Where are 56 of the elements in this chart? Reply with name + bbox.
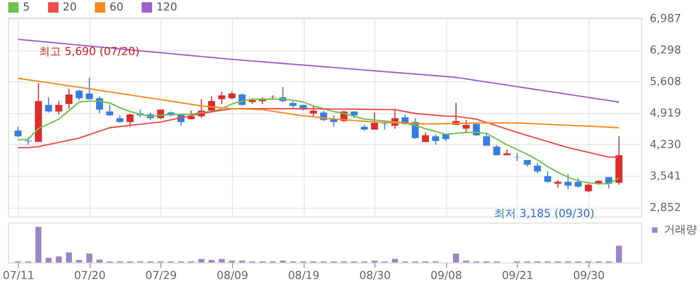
bar [66, 252, 72, 262]
candlestick [483, 132, 490, 146]
bar [76, 260, 82, 262]
bar [96, 260, 103, 262]
x-tick-label: 09/08 [430, 268, 462, 282]
y-tick-label: 6,298 [650, 43, 682, 56]
legend-label: 5 [22, 0, 30, 14]
candlestick [14, 126, 22, 138]
bar [198, 258, 204, 262]
candlestick [310, 105, 317, 117]
bar [392, 258, 398, 262]
candlestick [544, 170, 552, 184]
x-tick-label: 08/09 [216, 268, 248, 282]
x-tick-label: 07/29 [145, 268, 177, 282]
candlestick [564, 174, 572, 190]
x-tick-label: 08/30 [359, 268, 391, 282]
candlestick [76, 89, 83, 101]
candlestick [462, 120, 470, 134]
candlestick [126, 112, 134, 128]
annotation: 최저 3,185 (09/30) [494, 207, 594, 220]
candlestick [534, 162, 541, 174]
candlestick [432, 134, 440, 146]
x-tick-label: 07/20 [74, 268, 106, 282]
y-tick-label: 4,919 [650, 106, 682, 120]
candlestick [55, 100, 62, 115]
legend-label: 120 [156, 0, 178, 14]
y-tick-label: 3,541 [650, 169, 682, 182]
candlestick [472, 122, 480, 137]
x-tick-label: 07/11 [2, 268, 34, 282]
legend-label: 20 [62, 0, 77, 14]
bar [453, 254, 459, 262]
line-series [17, 38, 620, 103]
bar [86, 254, 92, 262]
legend-label: 거래량 [664, 223, 698, 236]
y-tick-label: 2,852 [650, 200, 682, 214]
annotation: 최고 5,690 (07/20) [39, 44, 140, 58]
bar [218, 258, 225, 262]
y-tick-label: 5,608 [650, 74, 682, 88]
candlestick [65, 88, 72, 110]
bar [56, 256, 62, 262]
candlestick [45, 96, 52, 113]
y-tick-label: 6,987 [650, 12, 682, 25]
bar [35, 226, 42, 262]
x-tick-label: 09/21 [502, 268, 534, 282]
candlestick [514, 152, 521, 162]
bar [46, 258, 52, 262]
x-tick-label: 08/19 [288, 268, 320, 282]
y-tick-label: 4,230 [650, 138, 682, 151]
candlestick [493, 144, 500, 156]
x-tick-label: 09/30 [573, 268, 605, 282]
bar [208, 260, 215, 262]
candlestick [574, 178, 582, 188]
candlestick [371, 112, 378, 130]
bar [616, 246, 622, 262]
candlestick [86, 77, 93, 100]
legend-label: 60 [110, 0, 124, 14]
